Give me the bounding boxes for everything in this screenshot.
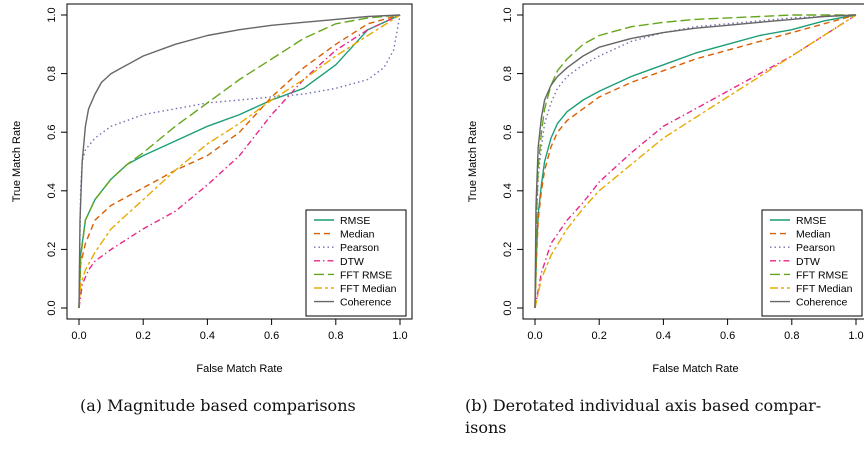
x-tick-label: 0.2 (136, 330, 151, 342)
caption-a: (a) Magnitude based comparisons (80, 395, 410, 417)
x-tick-label: 0.4 (200, 330, 215, 342)
legend-label: RMSE (340, 215, 370, 227)
caption-a-text: Magnitude based comparisons (107, 396, 356, 415)
y-tick-label: 1.0 (46, 7, 58, 22)
caption-b: (b) Derotated individual axis based comp… (465, 395, 864, 439)
series-line-dtw (78, 14, 401, 309)
legend-label: DTW (796, 256, 820, 268)
legend-label: Pearson (340, 242, 379, 254)
series-line-median (78, 14, 401, 309)
y-tick-label: 0.6 (502, 125, 514, 140)
y-tick-label: 0.2 (46, 242, 58, 257)
y-tick-label: 0.2 (502, 242, 514, 257)
legend-label: FFT RMSE (340, 269, 392, 281)
x-tick-label: 0.2 (592, 330, 607, 342)
y-axis-label: True Match Rate (467, 121, 479, 203)
series-line-median (534, 14, 857, 309)
x-tick-label: 0.4 (656, 330, 671, 342)
x-tick-label: 1.0 (848, 330, 863, 342)
series-line-fft-median (534, 14, 857, 309)
x-tick-label: 0.6 (720, 330, 735, 342)
caption-b-label: (b) (465, 396, 488, 415)
y-axis-label: True Match Rate (11, 121, 23, 203)
y-tick-label: 0.0 (46, 300, 58, 315)
x-tick-label: 0.8 (784, 330, 799, 342)
caption-a-label: (a) (80, 396, 103, 415)
y-tick-label: 0.8 (46, 66, 58, 81)
caption-b-text-line2: isons (465, 418, 507, 437)
series-line-fft-median (78, 14, 401, 309)
series-line-coherence (534, 14, 857, 309)
legend-label: FFT Median (340, 283, 397, 295)
y-tick-label: 0.0 (502, 300, 514, 315)
y-tick-label: 0.6 (46, 125, 58, 140)
legend-label: RMSE (796, 215, 826, 227)
caption-b-text-line1: Derotated individual axis based compar- (492, 396, 822, 415)
legend-box (305, 209, 407, 317)
legend-label: FFT RMSE (796, 269, 848, 281)
series-line-fft-rmse (534, 14, 856, 309)
chart-panel-b: 0.0 0.2 0.4 0.6 0.8 1.0 0.0 0.2 0.4 0.6 0.8 1.0 Fals… (467, 3, 864, 375)
y-tick-label: 1.0 (502, 7, 514, 22)
legend-label: Coherence (340, 297, 392, 309)
series-line-pearson (78, 14, 401, 309)
legend-label: Pearson (796, 242, 835, 254)
legend-label: FFT Median (796, 283, 853, 295)
x-tick-label: 0.6 (264, 330, 279, 342)
series-line-dtw (534, 14, 857, 309)
chart-panel-a: 0.0 0.2 0.4 0.6 0.8 1.0 0.0 0.2 0.4 0.6 0.8 1.0 Fals… (11, 3, 413, 375)
x-tick-label: 1.0 (392, 330, 407, 342)
x-axis-label: False Match Rate (196, 363, 282, 375)
plot-frame (522, 3, 864, 320)
y-tick-label: 0.8 (502, 66, 514, 81)
x-tick-label: 0.0 (71, 330, 86, 342)
series-line-coherence (78, 14, 401, 309)
legend-label: Median (796, 229, 831, 241)
series-line-pearson (534, 14, 857, 309)
legend-label: Median (340, 229, 375, 241)
x-tick-label: 0.0 (527, 330, 542, 342)
x-tick-label: 0.8 (328, 330, 343, 342)
series-line-rmse (78, 14, 401, 309)
x-axis-label: False Match Rate (652, 363, 738, 375)
plot-frame (66, 3, 413, 320)
y-tick-label: 0.4 (46, 183, 58, 198)
y-tick-label: 0.4 (502, 183, 514, 198)
series-line-rmse (534, 14, 857, 309)
series-line-fft-rmse (78, 14, 401, 309)
legend-label: Coherence (796, 297, 848, 309)
legend-label: DTW (340, 256, 364, 268)
legend-box (761, 209, 863, 317)
